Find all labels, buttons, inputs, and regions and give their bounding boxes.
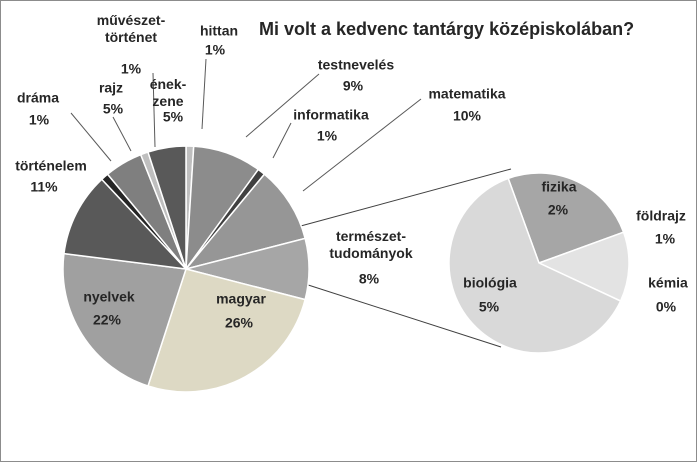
value-label: 1% bbox=[316, 127, 338, 144]
value-label: 0% bbox=[655, 298, 677, 315]
pie-slice bbox=[537, 231, 630, 303]
category-label: rajz bbox=[98, 79, 124, 96]
value-label: 5% bbox=[162, 108, 184, 125]
category-label: testnevelés bbox=[317, 56, 395, 73]
category-label: nyelvek bbox=[83, 288, 135, 305]
category-label: dráma bbox=[16, 89, 60, 106]
value-label: 5% bbox=[478, 298, 500, 315]
connector-line bbox=[301, 282, 502, 348]
leader-line bbox=[201, 58, 207, 130]
pie-slice bbox=[147, 268, 307, 393]
category-label: matematika bbox=[428, 85, 506, 102]
leader-line bbox=[70, 112, 112, 162]
pie-slice bbox=[507, 172, 625, 264]
category-label: kémia bbox=[648, 274, 688, 291]
pie-slice bbox=[62, 252, 187, 387]
pie-slice bbox=[147, 145, 187, 270]
category-label: művészet- történet bbox=[96, 12, 166, 45]
category-label: fizika bbox=[541, 178, 577, 195]
chart-title: Mi volt a kedvenc tantárgy középiskolába… bbox=[259, 19, 635, 39]
leader-line bbox=[302, 98, 422, 192]
leader-line bbox=[245, 73, 320, 138]
value-label: 26% bbox=[224, 314, 254, 331]
value-label: 1% bbox=[204, 41, 226, 58]
pie-slice bbox=[63, 178, 188, 271]
value-label: 2% bbox=[547, 201, 569, 218]
value-label: 11% bbox=[30, 178, 58, 195]
leader-line bbox=[272, 122, 292, 159]
category-label: magyar bbox=[216, 290, 266, 307]
value-label: 5% bbox=[102, 100, 124, 117]
category-label: történelem bbox=[15, 157, 87, 174]
value-label: 1% bbox=[654, 230, 676, 247]
value-label: 1% bbox=[28, 111, 50, 128]
category-label: biológia bbox=[463, 274, 517, 291]
category-label: ének- zene bbox=[149, 76, 187, 109]
pie-slice bbox=[448, 177, 622, 354]
value-label: 10% bbox=[452, 107, 482, 124]
value-label: 1% bbox=[120, 60, 142, 77]
category-label: informatika bbox=[293, 106, 369, 123]
leader-lines bbox=[70, 58, 422, 192]
connector-line bbox=[296, 168, 512, 228]
category-label: földrajz bbox=[636, 207, 686, 224]
category-label: hittan bbox=[199, 22, 239, 39]
value-label: 9% bbox=[342, 77, 364, 94]
value-label: 8% bbox=[358, 270, 380, 287]
leader-line bbox=[112, 116, 132, 152]
leader-line bbox=[152, 72, 156, 148]
category-label: természet- tudományok bbox=[329, 228, 413, 261]
value-label: 22% bbox=[92, 311, 122, 328]
